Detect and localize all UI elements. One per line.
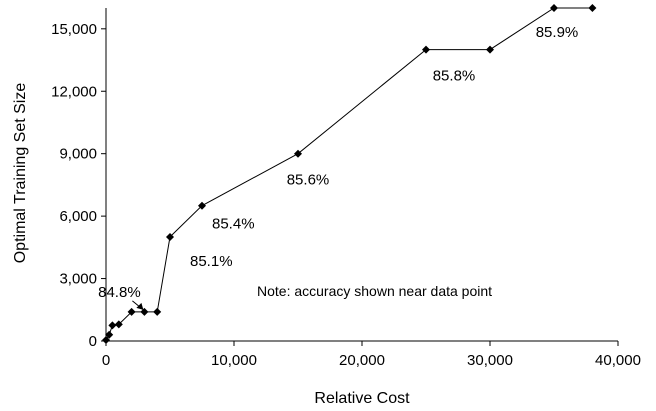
data-point bbox=[140, 307, 149, 316]
data-point bbox=[166, 232, 174, 241]
x-tick-label: 10,000 bbox=[211, 352, 257, 369]
data-label: 85.9% bbox=[536, 24, 579, 41]
data-point bbox=[127, 307, 136, 316]
y-tick-label: 0 bbox=[89, 333, 97, 350]
y-tick-label: 6,000 bbox=[59, 208, 97, 225]
data-label: 84.8% bbox=[98, 284, 141, 301]
data-point bbox=[102, 335, 111, 344]
x-tick-label: 30,000 bbox=[467, 352, 513, 369]
data-point bbox=[588, 4, 597, 12]
data-point bbox=[294, 149, 302, 158]
data-point bbox=[422, 45, 430, 54]
data-label: 85.4% bbox=[212, 216, 255, 233]
x-axis-title: Relative Cost bbox=[314, 390, 410, 407]
data-point bbox=[105, 330, 114, 339]
y-tick-label: 15,000 bbox=[51, 21, 97, 38]
data-label: 85.1% bbox=[190, 253, 233, 270]
y-tick-label: 3,000 bbox=[59, 271, 97, 288]
x-tick-label: 0 bbox=[102, 352, 110, 369]
x-tick-label: 40,000 bbox=[595, 352, 641, 369]
y-tick-label: 12,000 bbox=[51, 83, 97, 100]
series-group bbox=[102, 4, 597, 344]
y-tick-label: 9,000 bbox=[59, 146, 97, 163]
data-label: 85.6% bbox=[287, 172, 330, 189]
data-point bbox=[550, 4, 558, 12]
data-label: 85.8% bbox=[433, 68, 476, 85]
annotation-arrowhead bbox=[136, 302, 144, 310]
x-tick-label: 20,000 bbox=[339, 352, 385, 369]
annotations-group: 84.8% 85.1% 85.4% 85.6% 85.8% 85.9% bbox=[98, 24, 579, 311]
axes: 0 3,000 6,000 9,000 12,000 15,000 0 10,000 20,00… bbox=[51, 8, 641, 369]
data-point bbox=[198, 201, 206, 210]
data-point bbox=[486, 45, 494, 54]
y-axis-title: Optimal Training Set Size bbox=[12, 83, 29, 264]
data-point bbox=[108, 321, 117, 330]
chart-note: Note: accuracy shown near data point bbox=[257, 283, 492, 299]
data-point bbox=[114, 320, 123, 329]
data-point bbox=[153, 307, 162, 316]
